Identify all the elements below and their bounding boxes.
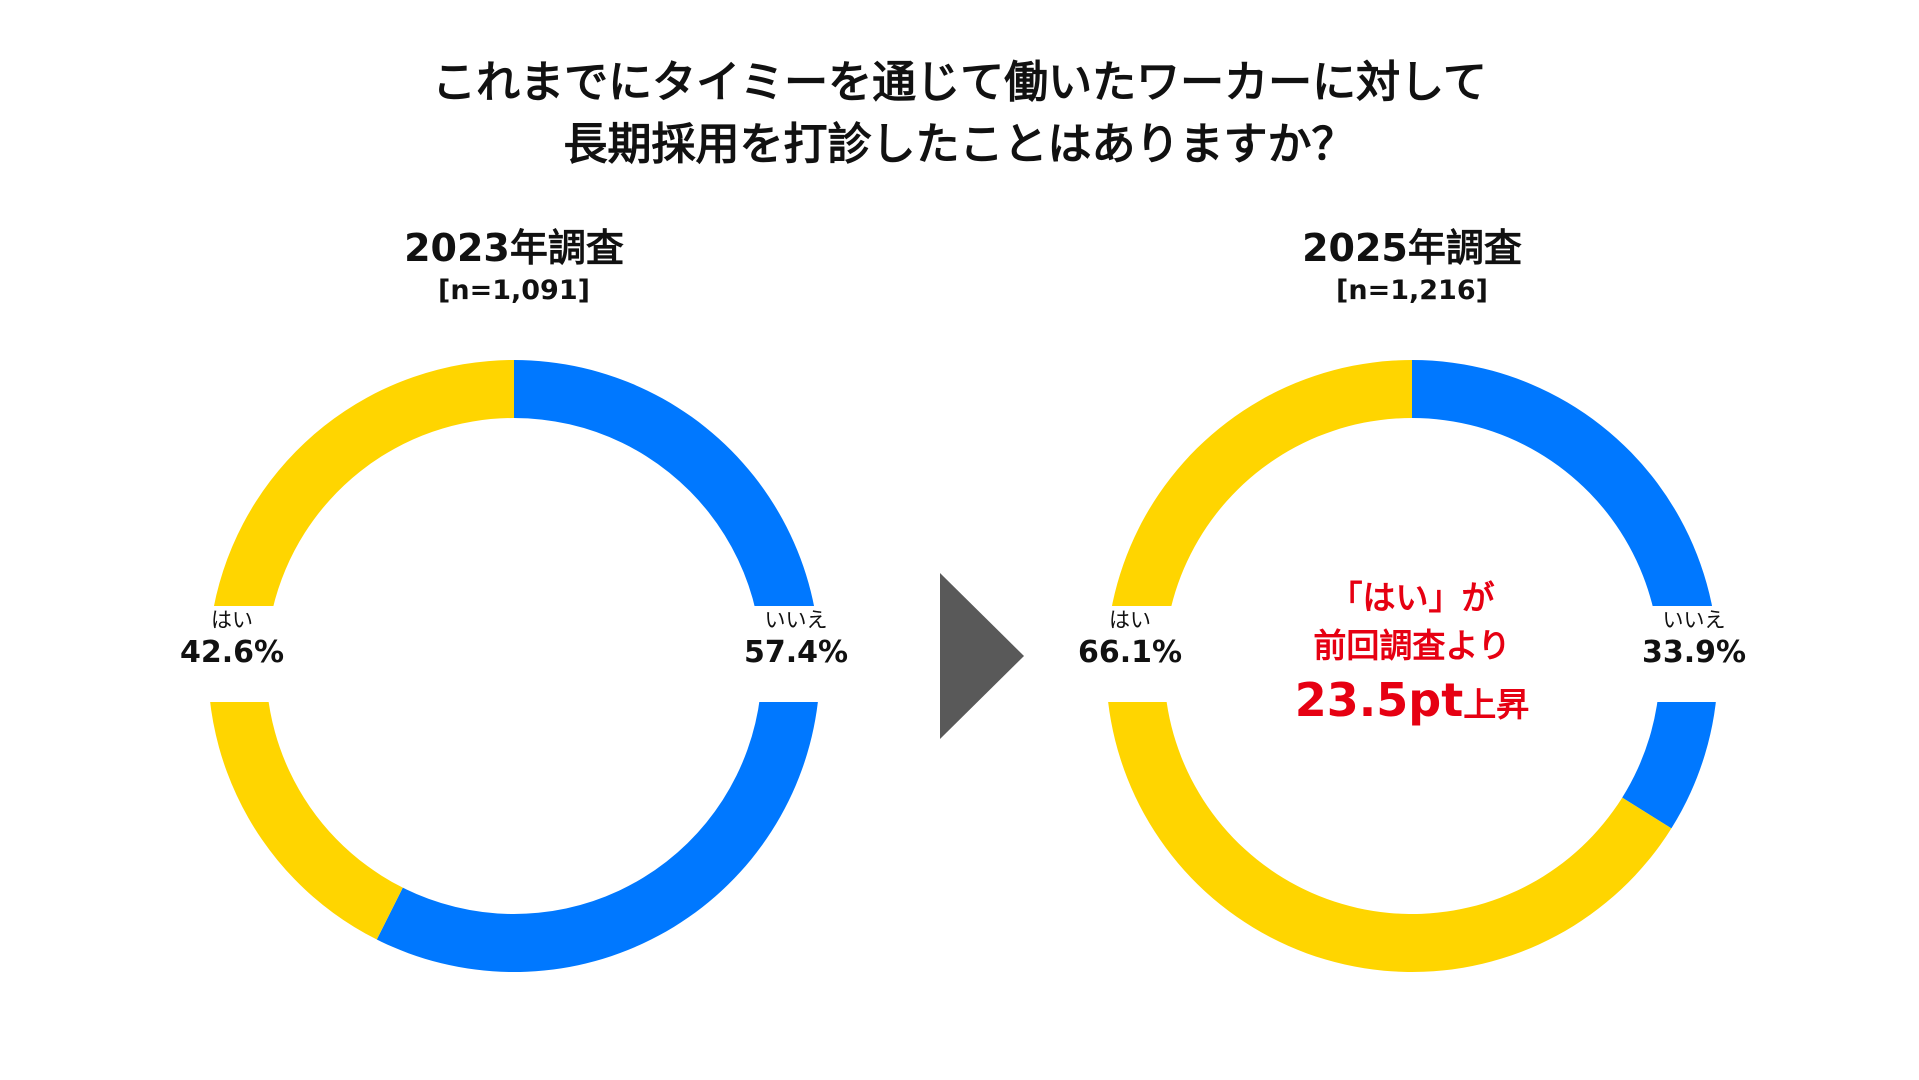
slice-label-value: 57.4%	[743, 635, 849, 670]
slice-yes	[208, 360, 514, 940]
slice-label-yes-2025: はい 66.1%	[1050, 606, 1210, 672]
label-band	[1096, 606, 1728, 702]
chart-title-line1: これまでにタイミーを通じて働いたワーカーに対して	[432, 57, 1487, 108]
slice-label-yes-2023: はい 42.6%	[152, 606, 312, 672]
slice-label-value: 42.6%	[179, 635, 285, 670]
panel-n-2025: [n=1,216]	[1336, 275, 1488, 306]
slice-label-text: いいえ	[764, 608, 828, 632]
next-arrow-icon	[940, 573, 1024, 739]
slice-label-no-2025: いいえ 33.9%	[1614, 606, 1774, 672]
label-band	[198, 606, 830, 702]
slice-no	[1412, 360, 1718, 829]
slice-label-no-2023: いいえ 57.4%	[716, 606, 876, 672]
slice-no	[376, 360, 821, 973]
slice-label-value: 66.1%	[1077, 635, 1183, 670]
chart-title-line2: 長期採用を打診したことはありますか？	[563, 119, 1356, 170]
panel-title-2023: 2023年調査	[404, 226, 624, 270]
slice-label-text: はい	[211, 608, 253, 632]
change-note-value: 23.5pt	[1294, 673, 1464, 727]
slice-label-value: 33.9%	[1641, 635, 1747, 670]
panel-n-2023: [n=1,091]	[438, 275, 590, 306]
change-note-line1: 「はい」が	[1329, 578, 1495, 617]
panel-2023: 2023年調査 [n=1,091] はい 42.6% いいえ 57.4%	[164, 0, 864, 1080]
change-note-suffix: 上昇	[1463, 685, 1530, 724]
panel-title-2025: 2025年調査	[1302, 226, 1522, 270]
change-note: 「はい」が 前回調査より 23.5pt上昇	[1237, 574, 1587, 741]
arrow-shape	[940, 573, 1024, 739]
chart-title: これまでにタイミーを通じて働いたワーカーに対して 長期採用を打診したことはありま…	[0, 52, 1919, 176]
slice-label-text: いいえ	[1662, 608, 1726, 632]
panel-2025: 2025年調査 [n=1,216] はい 66.1% いいえ 33.9% 「はい…	[1062, 0, 1762, 1080]
donut-chart-2023	[198, 360, 830, 973]
change-note-line3: 23.5pt上昇	[1237, 670, 1587, 741]
donut-chart-2025	[1096, 360, 1728, 972]
change-note-line2: 前回調査より	[1313, 626, 1511, 665]
slice-label-text: はい	[1109, 608, 1151, 632]
